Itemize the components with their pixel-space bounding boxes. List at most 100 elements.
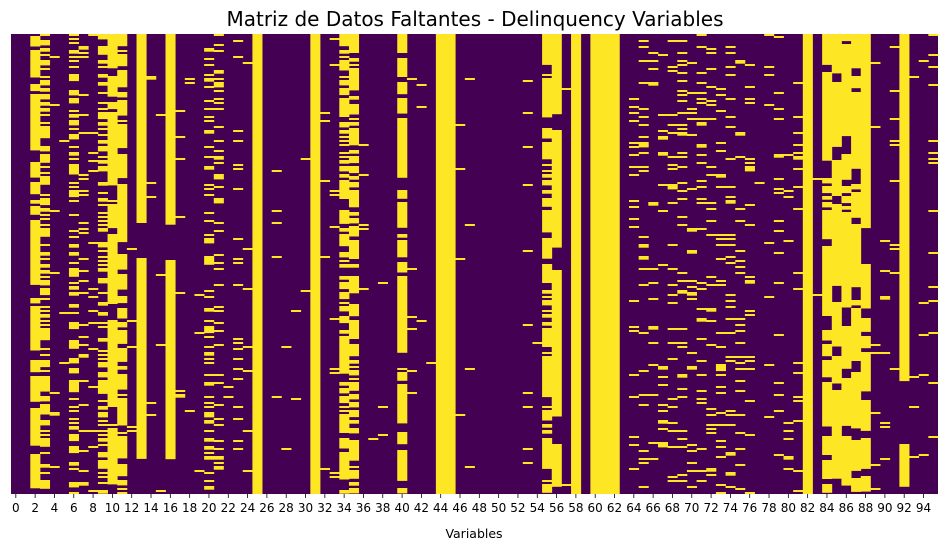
x-tick-label: 20 [201,501,216,515]
missing-cell [49,466,60,468]
missing-cell [590,34,601,494]
missing-cell [677,94,688,96]
missing-cell [213,330,224,332]
missing-cell [667,398,678,400]
missing-cell [793,396,804,398]
missing-cell [677,198,688,200]
missing-cell [793,470,804,472]
missing-cell [629,396,640,398]
missing-cell [696,92,707,94]
missing-cell [204,130,215,134]
missing-cell [889,118,900,120]
missing-cell [831,82,842,147]
missing-cell [783,190,794,192]
missing-cell [542,180,553,186]
missing-cell [97,134,108,136]
missing-cell [213,344,224,346]
missing-cell [918,334,929,336]
missing-cell [677,290,688,294]
missing-cell [97,482,108,484]
missing-cell [464,368,475,370]
missing-cell [213,44,224,46]
missing-cell [677,328,688,330]
missing-cell [68,262,79,264]
missing-cell [909,376,920,378]
missing-cell [629,166,640,168]
heatmap-column-24 [242,62,253,472]
missing-cell [78,430,89,432]
missing-cell [88,446,99,448]
missing-cell [146,196,157,198]
missing-cell [715,440,726,442]
missing-cell [97,192,108,194]
heatmap-column-83 [812,178,823,296]
missing-cell [97,400,108,402]
missing-cell [706,166,717,168]
missing-cell [155,274,166,276]
missing-cell [648,52,659,54]
missing-cell [928,252,939,254]
missing-cell [136,34,147,223]
missing-cell [377,434,388,436]
missing-cell [68,368,79,374]
missing-cell [629,120,640,122]
heatmap-column-42 [416,84,427,322]
missing-cell [88,310,99,312]
heatmap-column-84 [822,34,833,493]
missing-cell [764,296,775,298]
missing-cell [78,354,89,358]
missing-cell [117,254,128,270]
missing-cell [97,166,108,172]
missing-cell [348,440,360,461]
missing-cell [880,352,891,354]
missing-cell [358,144,369,146]
missing-cell [725,300,736,302]
missing-cell [271,210,282,212]
missing-cell [435,34,446,494]
missing-cell [406,370,417,372]
missing-cell [657,54,669,56]
missing-cell [39,280,51,286]
missing-cell [822,178,833,184]
heatmap-column-31 [310,34,321,494]
missing-cell [715,446,726,448]
missing-cell [648,60,659,62]
missing-cell [97,434,108,436]
missing-cell [175,390,186,392]
missing-cell [204,146,215,148]
missing-cell [88,132,99,134]
missing-cell [88,430,99,432]
missing-cell [39,452,51,454]
missing-cell [542,480,553,482]
missing-cell [68,358,79,364]
missing-cell [204,120,215,122]
missing-cell [213,268,224,270]
missing-cell [97,212,108,214]
missing-cell [339,122,350,128]
missing-cell [822,72,833,161]
missing-cell [542,264,553,283]
missing-cell [696,360,707,362]
missing-cell [696,228,707,230]
missing-cell [715,244,726,246]
missing-cell [773,154,784,158]
missing-cell [638,244,649,248]
missing-cell [677,342,688,344]
heatmap-column-20 [204,48,215,490]
missing-cell [213,222,224,224]
missing-cell [233,284,244,286]
missing-cell [348,488,360,494]
missing-cell [464,224,475,226]
missing-cell [638,268,649,270]
x-tick-label: 56 [549,501,564,515]
missing-cell [648,268,659,270]
missing-cell [329,368,340,370]
heatmap-column-27 [271,170,282,398]
heatmap-column-33 [329,38,340,478]
heatmap-column-73 [715,88,726,494]
missing-cell [735,220,746,222]
missing-cell [657,428,669,430]
missing-cell [194,470,205,472]
missing-cell [78,46,89,50]
missing-cell [291,398,302,400]
